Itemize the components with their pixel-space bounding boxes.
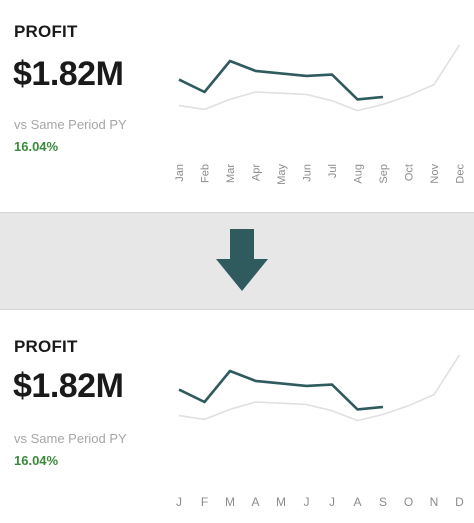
kpi-value: $1.82M (13, 55, 124, 93)
month-tick-label: M (225, 495, 235, 509)
kpi-change-percent: 16.04% (14, 139, 59, 154)
month-tick-label: Sep (378, 164, 390, 184)
kpi-value: $1.82M (13, 367, 124, 405)
month-tick-label: Mar (225, 164, 237, 183)
kpi-card-top: PROFIT $1.82M vs Same Period PY 16.04% J… (0, 0, 474, 212)
month-tick-label: J (304, 495, 310, 509)
month-tick-label: May (276, 164, 288, 185)
month-tick-label: Jun (302, 164, 314, 182)
kpi-compare-label: vs Same Period PY (14, 117, 127, 132)
kpi-title: PROFIT (14, 22, 78, 41)
month-tick-label: A (353, 495, 361, 509)
month-tick-label: Aug (353, 164, 365, 184)
month-tick-label: Nov (429, 164, 441, 184)
month-tick-label: Jul (327, 164, 339, 178)
kpi-title: PROFIT (14, 337, 78, 356)
kpi-compare-label: vs Same Period PY (14, 431, 127, 446)
month-tick-label: F (201, 495, 208, 509)
month-tick-label: Feb (200, 164, 212, 183)
month-tick-label: M (276, 495, 286, 509)
series-prior-line (178, 44, 461, 112)
month-tick-label: S (379, 495, 387, 509)
month-tick-label: Oct (404, 164, 416, 181)
series-current-line (178, 59, 384, 101)
series-current-line (178, 369, 384, 411)
month-tick-label: J (176, 495, 182, 509)
month-tick-label: D (455, 495, 464, 509)
down-arrow-icon (216, 229, 268, 291)
series-prior-line (178, 354, 461, 422)
month-tick-label: J (329, 495, 335, 509)
month-tick-label: Jan (174, 164, 186, 182)
sparkline-chart: Jan Feb Mar Apr May Jun Jul Aug Sep Oct Nov Dec (174, 44, 467, 185)
month-tick-label: O (404, 495, 413, 509)
month-tick-label: A (251, 495, 259, 509)
month-tick-label: Dec (455, 164, 467, 184)
month-tick-label: Apr (251, 164, 263, 181)
transition-band (0, 212, 474, 310)
kpi-card-bottom: PROFIT $1.82M vs Same Period PY 16.04% J… (0, 310, 474, 523)
kpi-change-percent: 16.04% (14, 453, 59, 468)
month-tick-label: N (430, 495, 439, 509)
